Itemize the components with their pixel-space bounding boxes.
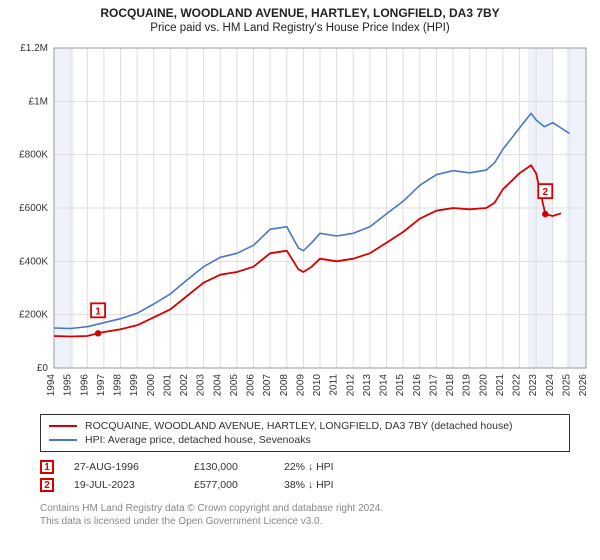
x-tick-label: 2006	[246, 374, 257, 397]
legend-swatch	[49, 425, 77, 427]
x-tick-label: 2009	[295, 374, 306, 397]
marker-dot	[542, 211, 548, 217]
x-tick-label: 2026	[578, 374, 589, 397]
x-tick-label: 2000	[146, 374, 157, 397]
legend-swatch	[49, 439, 77, 441]
x-tick-label: 2023	[528, 374, 539, 397]
chart-title-line2: Price paid vs. HM Land Registry's House …	[0, 22, 600, 34]
x-tick-label: 2018	[445, 374, 456, 397]
y-tick-label: £400K	[19, 256, 48, 267]
y-tick-label: £1M	[29, 96, 48, 107]
y-tick-label: £0	[37, 363, 49, 374]
x-tick-label: 1995	[63, 374, 74, 397]
data-points-table: 1 27-AUG-1996 £130,000 22% ↓ HPI 2 19-JUL-202…	[40, 458, 570, 494]
x-tick-label: 2004	[212, 374, 223, 397]
data-point-marker: 1	[40, 460, 54, 474]
x-tick-label: 1998	[113, 374, 124, 397]
x-tick-label: 1996	[79, 374, 90, 397]
x-tick-label: 1997	[96, 374, 107, 397]
x-tick-label: 2019	[462, 374, 473, 397]
footer-line1: Contains HM Land Registry data © Crown c…	[40, 502, 570, 515]
data-point-diff: 38% ↓ HPI	[284, 479, 404, 491]
x-tick-label: 2015	[395, 374, 406, 397]
x-tick-label: 2021	[495, 374, 506, 397]
data-point-marker: 2	[40, 478, 54, 492]
legend-row: HPI: Average price, detached house, Seve…	[49, 433, 561, 447]
chart-title-line1: ROCQUAINE, WOODLAND AVENUE, HARTLEY, LON…	[0, 6, 600, 20]
x-tick-label: 2020	[478, 374, 489, 397]
marker-number: 1	[95, 306, 101, 317]
marker-number: 2	[542, 187, 548, 198]
data-point-row: 2 19-JUL-2023 £577,000 38% ↓ HPI	[40, 476, 570, 494]
x-tick-label: 2013	[362, 374, 373, 397]
legend-row: ROCQUAINE, WOODLAND AVENUE, HARTLEY, LON…	[49, 419, 561, 433]
x-tick-label: 1999	[129, 374, 140, 397]
x-tick-label: 2025	[561, 374, 572, 397]
data-point-date: 19-JUL-2023	[74, 479, 174, 491]
data-point-price: £130,000	[194, 461, 264, 473]
x-tick-label: 2010	[312, 374, 323, 397]
title-block: ROCQUAINE, WOODLAND AVENUE, HARTLEY, LON…	[0, 0, 600, 34]
data-point-diff: 22% ↓ HPI	[284, 461, 404, 473]
x-tick-label: 2024	[545, 374, 556, 397]
x-tick-label: 2012	[345, 374, 356, 397]
chart: £0 £200K £400K £600K £800K £1M £1.2M 1994 1995 19…	[10, 38, 590, 408]
legend: ROCQUAINE, WOODLAND AVENUE, HARTLEY, LON…	[40, 414, 570, 452]
x-tick-label: 2005	[229, 374, 240, 397]
footer-line2: This data is licensed under the Open Gov…	[40, 515, 570, 528]
marker-dot	[95, 330, 101, 336]
x-tick-label: 1994	[46, 374, 57, 397]
data-point-row: 1 27-AUG-1996 £130,000 22% ↓ HPI	[40, 458, 570, 476]
x-tick-label: 2008	[279, 374, 290, 397]
data-point-date: 27-AUG-1996	[74, 461, 174, 473]
x-tick-label: 2002	[179, 374, 190, 397]
y-tick-label: £200K	[19, 310, 48, 321]
legend-label: HPI: Average price, detached house, Seve…	[85, 434, 311, 446]
x-tick-label: 2017	[428, 374, 439, 397]
y-tick-label: £800K	[19, 150, 48, 161]
series-hpi	[54, 113, 569, 328]
legend-label: ROCQUAINE, WOODLAND AVENUE, HARTLEY, LON…	[85, 420, 513, 432]
chart-svg: £0 £200K £400K £600K £800K £1M £1.2M 1994 1995 19…	[10, 38, 590, 408]
y-tick-label: £1.2M	[20, 43, 48, 54]
data-point-price: £577,000	[194, 479, 264, 491]
x-tick-label: 2011	[329, 374, 340, 396]
x-tick-label: 2022	[512, 374, 523, 397]
series-price_paid	[54, 165, 561, 336]
x-tick-label: 2016	[412, 374, 423, 397]
x-tick-label: 2014	[379, 374, 390, 397]
footer-note: Contains HM Land Registry data © Crown c…	[40, 502, 570, 528]
x-tick-label: 2007	[262, 374, 273, 397]
x-tick-label: 2003	[196, 374, 207, 397]
y-tick-label: £600K	[19, 203, 48, 214]
x-tick-label: 2001	[162, 374, 173, 397]
